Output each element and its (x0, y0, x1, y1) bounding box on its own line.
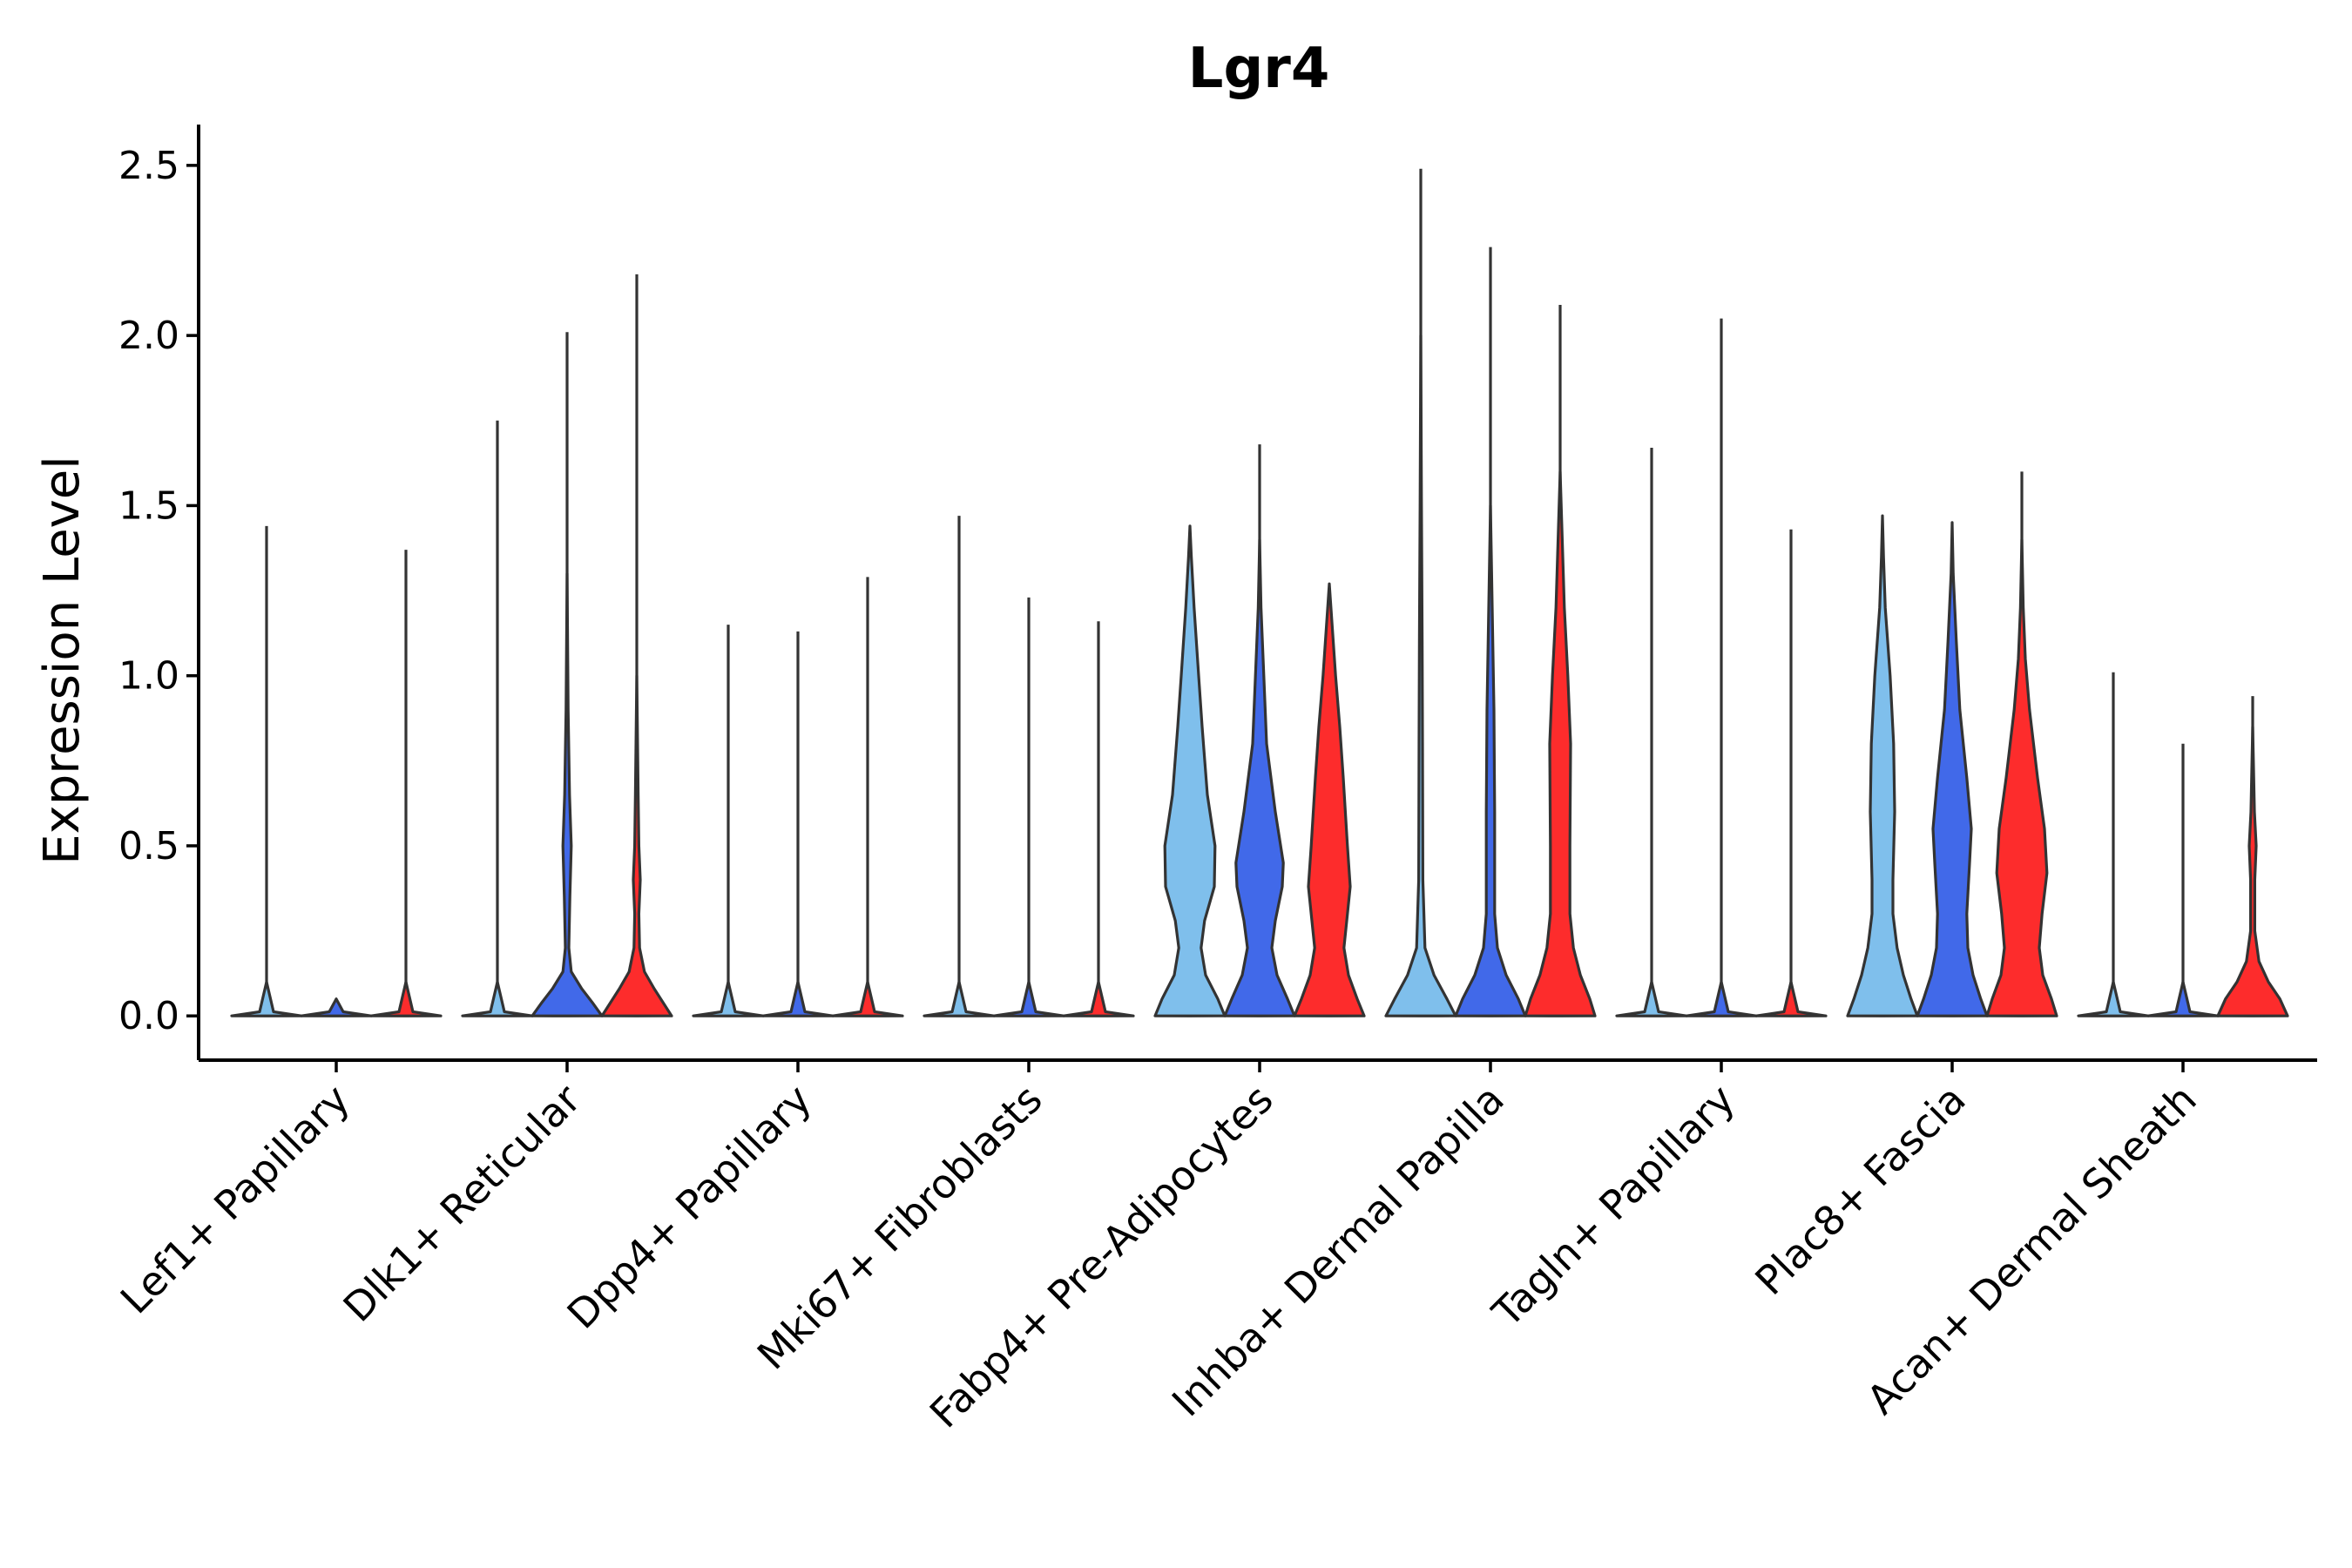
violin-group (2077, 672, 2289, 1017)
violin-group (1384, 168, 1597, 1017)
y-tick-label: 1.5 (118, 483, 179, 528)
violin-red (1754, 980, 1828, 1017)
violin-light (1384, 334, 1457, 1017)
y-tick-label: 0.0 (118, 994, 179, 1038)
violin-blue (1223, 537, 1296, 1017)
violin-group (1846, 471, 2058, 1017)
violin-light (1153, 524, 1227, 1017)
violin-red (369, 980, 443, 1017)
y-tick-label: 2.5 (118, 144, 179, 188)
violin-light (1846, 514, 1919, 1017)
violin-red (1985, 537, 2058, 1017)
violin-group (1615, 318, 1828, 1017)
violin-red (1293, 582, 1366, 1017)
violin-red (600, 674, 673, 1017)
y-tick-label: 1.0 (118, 654, 179, 699)
violin-red (1062, 980, 1135, 1017)
y-tick-label: 0.5 (118, 824, 179, 868)
violin-group (230, 525, 443, 1017)
violin-layer (230, 168, 2289, 1017)
violin-group (692, 577, 904, 1017)
chart-title: Lgr4 (1188, 37, 1330, 101)
y-tick-label: 2.0 (118, 314, 179, 358)
violin-red (831, 980, 904, 1017)
violin-group (461, 274, 673, 1017)
violin-blue (1454, 504, 1527, 1017)
violin-red (2216, 725, 2289, 1017)
violin-blue (531, 571, 604, 1017)
violin-red (1524, 470, 1597, 1017)
y-axis-label: Expression Level (34, 456, 91, 865)
violin-group (923, 516, 1135, 1017)
violin-group (1153, 444, 1366, 1017)
violin-blue (1916, 521, 1989, 1017)
